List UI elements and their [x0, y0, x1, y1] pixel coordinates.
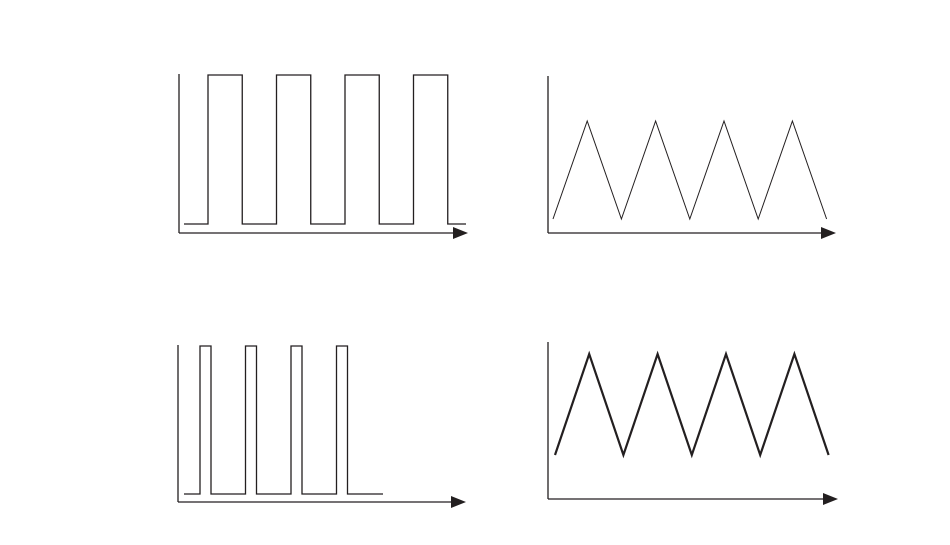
triangle-wave-series — [552, 119, 828, 221]
triangle-wave-series — [553, 350, 830, 459]
x-axis-arrowhead — [823, 493, 838, 505]
square-wave-panel — [178, 74, 468, 239]
triangle-wave-panel-bold — [547, 342, 838, 505]
square-wave-series — [184, 74, 466, 225]
pulse-wave-series — [184, 345, 383, 495]
triangle-wave-panel — [547, 76, 836, 239]
x-axis-arrowhead — [451, 496, 466, 508]
x-axis-arrowhead — [453, 227, 468, 239]
x-axis-arrowhead — [821, 227, 836, 239]
pulse-wave-panel — [177, 345, 466, 508]
